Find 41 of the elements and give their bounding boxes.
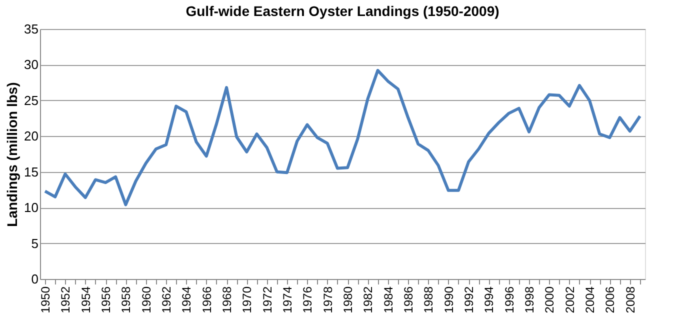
x-tick-label: 1958 xyxy=(119,286,134,314)
x-tick-label: 1950 xyxy=(38,286,53,314)
x-tick-label: 1978 xyxy=(320,286,335,314)
x-tick-label: 2008 xyxy=(623,286,638,314)
x-tick-label: 1986 xyxy=(402,286,416,314)
x-tick-label: 1994 xyxy=(482,286,496,314)
y-tick-label: 20 xyxy=(24,128,38,144)
x-tick-label: 1954 xyxy=(78,286,93,314)
x-tick-label: 1972 xyxy=(260,286,274,314)
y-tick-label: 35 xyxy=(24,22,38,36)
x-tick-label: 1984 xyxy=(381,286,396,314)
y-tick-label: 15 xyxy=(24,164,38,180)
y-tick-label: 5 xyxy=(31,236,38,251)
x-tick-label: 1962 xyxy=(160,286,174,314)
x-tick-label: 2004 xyxy=(583,286,598,314)
x-tick-label: 1966 xyxy=(200,286,214,314)
chart-title: Gulf-wide Eastern Oyster Landings (1950-2009) xyxy=(186,3,500,19)
x-tick-label: 1996 xyxy=(502,286,516,314)
x-tick-label: 1960 xyxy=(139,286,154,314)
x-tick-label: 2006 xyxy=(603,286,618,314)
x-tick-label: 1970 xyxy=(240,286,254,314)
y-axis-title: Landings (million lbs) xyxy=(4,82,20,227)
x-tick-label: 1974 xyxy=(280,286,295,314)
x-tick-label: 1982 xyxy=(361,286,376,314)
x-tick-label: 1964 xyxy=(180,286,194,314)
x-tick-label: 2000 xyxy=(542,286,557,314)
x-tick-label: 1956 xyxy=(99,286,114,314)
x-tick-label: 1992 xyxy=(462,286,476,314)
x-tick-label: 2002 xyxy=(562,286,577,314)
x-tick-label: 1988 xyxy=(422,286,436,314)
x-tick-label: 1976 xyxy=(300,286,315,314)
x-tick-label: 1990 xyxy=(442,286,456,314)
x-tick-label: 1998 xyxy=(522,286,537,314)
y-tick-label: 10 xyxy=(24,200,38,216)
y-tick-label: 25 xyxy=(24,92,38,108)
y-tick-label: 30 xyxy=(24,57,38,72)
x-tick-label: 1968 xyxy=(220,286,234,314)
y-tick-label: 0 xyxy=(31,272,38,286)
x-tick-label: 1952 xyxy=(58,286,73,314)
line-series xyxy=(44,68,642,206)
x-tick-label: 1980 xyxy=(341,286,356,314)
